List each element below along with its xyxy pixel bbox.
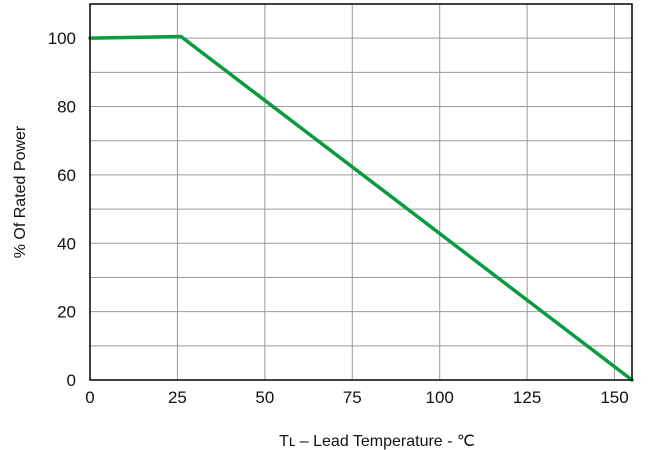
y-tick-label: 100: [48, 29, 76, 48]
x-tick-label: 0: [85, 388, 94, 407]
x-tick-label: 25: [168, 388, 187, 407]
y-tick-label: 80: [57, 98, 76, 117]
y-axis-label: % Of Rated Power: [12, 125, 29, 258]
y-tick-label: 20: [57, 303, 76, 322]
y-tick-label: 60: [57, 166, 76, 185]
y-tick-labels: 0 20 40 60 80 100: [48, 29, 76, 390]
x-tick-label: 150: [600, 388, 628, 407]
y-tick-label: 40: [57, 234, 76, 253]
plot-frame: [89, 3, 633, 381]
grid-lines: [89, 4, 632, 380]
x-tick-label: 50: [255, 388, 274, 407]
y-tick-label: 0: [67, 371, 76, 390]
x-tick-label: 75: [343, 388, 362, 407]
derating-curve-line: [88, 34, 634, 382]
x-axis-label: Tʟ – Lead Temperature - ℃: [279, 433, 475, 450]
series-layer: [88, 34, 634, 382]
x-tick-labels: 0 25 50 75 100 125 150: [85, 388, 628, 407]
x-tick-label: 100: [425, 388, 453, 407]
x-tick-label: 125: [513, 388, 541, 407]
